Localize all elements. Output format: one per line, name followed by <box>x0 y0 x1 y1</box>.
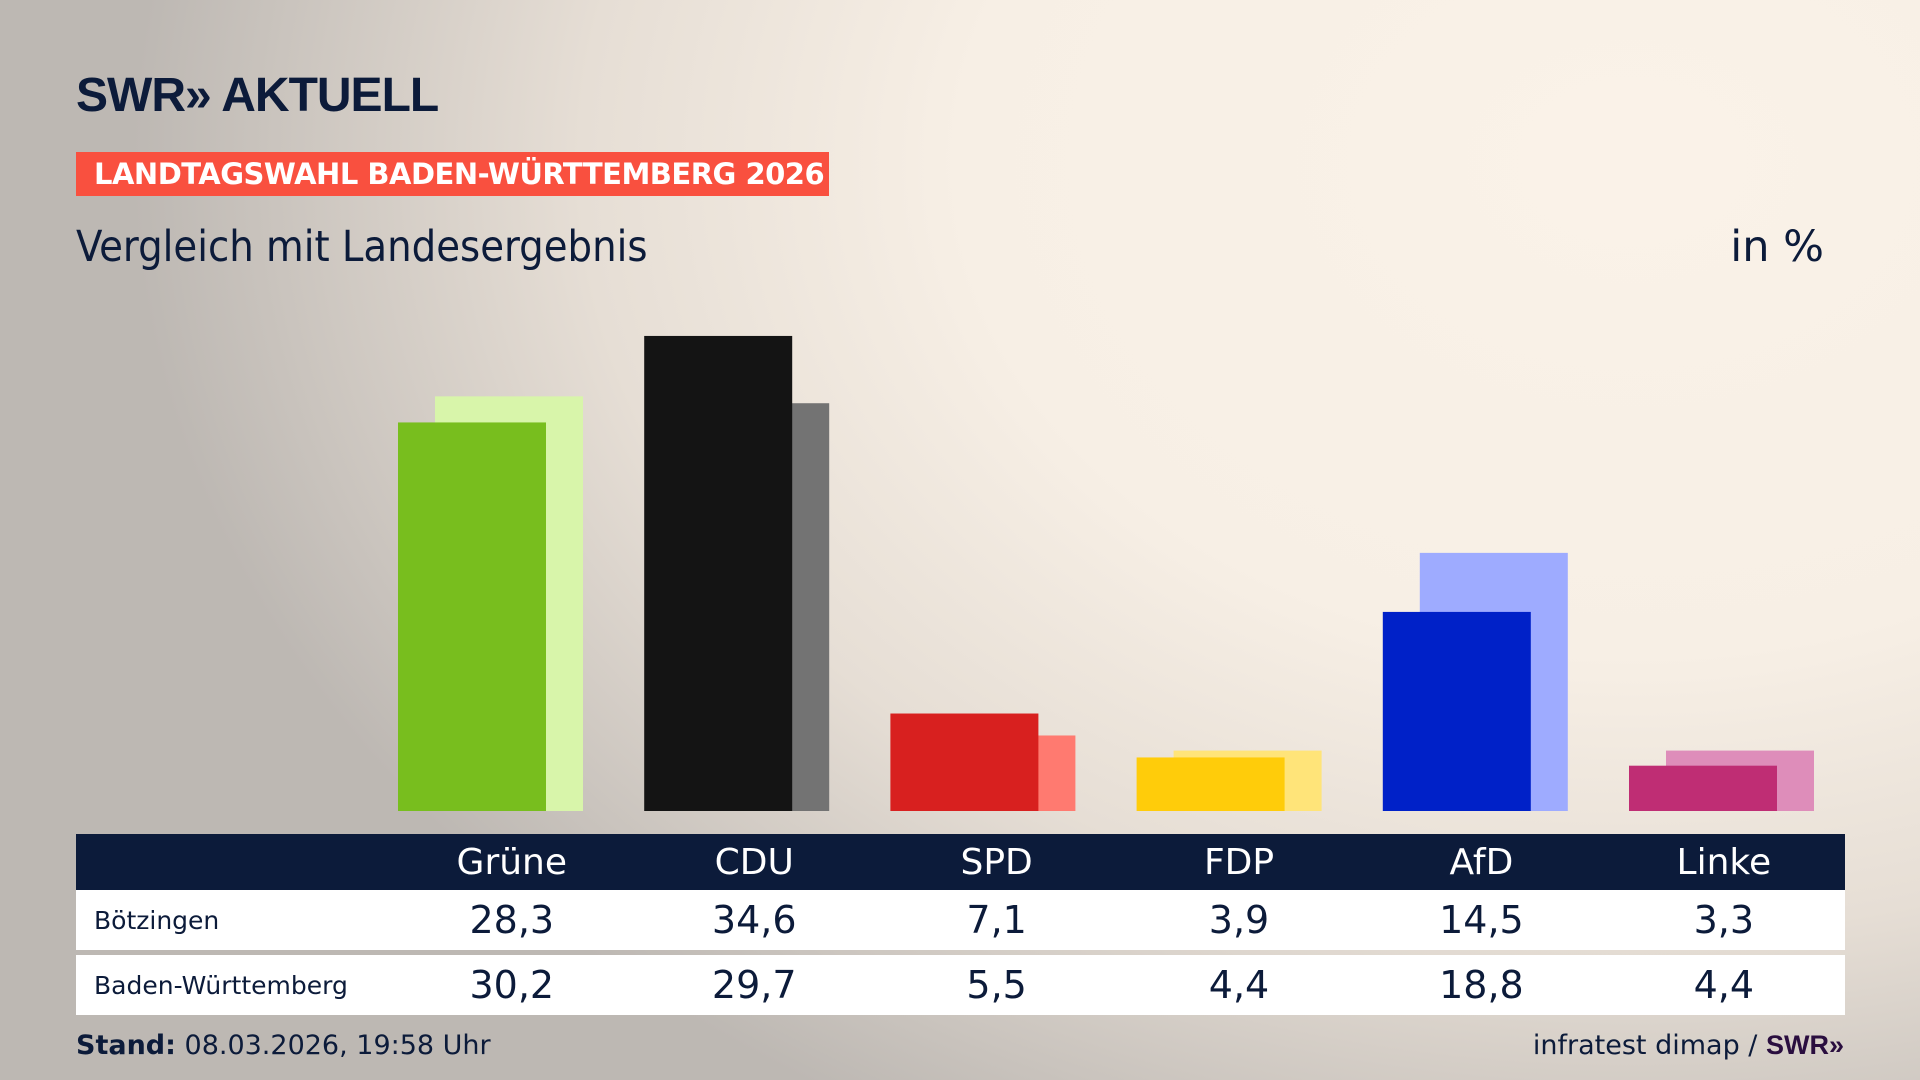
bar-spd-local <box>890 713 1039 811</box>
unit-label: in % <box>1730 222 1824 272</box>
table-row: Baden-Württemberg 30,2 29,7 5,5 4,4 18,8… <box>76 955 1845 1015</box>
value-cell: 5,5 <box>966 963 1027 1007</box>
party-header: CDU <box>714 841 794 883</box>
source-text: infratest dimap / <box>1532 1030 1766 1061</box>
election-banner: LANDTAGSWAHL BADEN-WÜRTTEMBERG 2026 <box>76 152 829 196</box>
table-row: Bötzingen 28,3 34,6 7,1 3,9 14,5 3,3 <box>76 890 1845 950</box>
stand-label: Stand: <box>76 1030 176 1061</box>
party-header: Grüne <box>456 841 568 883</box>
swr-aktuell-logo: SWR» AKTUELL <box>76 69 439 122</box>
row-label: Bötzingen <box>94 905 220 935</box>
party-header: AfD <box>1449 841 1514 883</box>
party-header: Linke <box>1676 841 1772 883</box>
value-cell: 4,4 <box>1693 963 1755 1007</box>
bar-chart <box>398 335 1814 811</box>
value-cell: 30,2 <box>469 963 555 1007</box>
stand-value: 08.03.2026, 19:58 Uhr <box>184 1030 491 1061</box>
bar-afd-local <box>1382 611 1531 811</box>
bar-grüne-local <box>398 422 546 811</box>
value-cell: 34,6 <box>711 898 797 942</box>
timestamp: Stand: 08.03.2026, 19:58 Uhr <box>76 1030 491 1061</box>
bar-cdu-local <box>644 335 793 811</box>
value-cell: 4,4 <box>1208 963 1270 1007</box>
source: infratest dimap / SWR» <box>1533 1030 1844 1061</box>
party-header: SPD <box>960 841 1033 883</box>
value-cell: 14,5 <box>1439 898 1524 942</box>
row-label: Baden-Württemberg <box>94 970 348 1000</box>
value-cell: 18,8 <box>1439 963 1524 1007</box>
chart-subtitle: Vergleich mit Landesergebnis <box>76 222 648 272</box>
bar-linke-local <box>1629 765 1777 811</box>
value-cell: 29,7 <box>711 963 797 1007</box>
table-header: Grüne CDU SPD FDP AfD Linke <box>76 834 1845 890</box>
value-cell: 28,3 <box>469 898 555 942</box>
results-table: Grüne CDU SPD FDP AfD Linke Bötzingen 28… <box>76 834 1845 1015</box>
party-header: FDP <box>1203 841 1275 883</box>
swr-logo: SWR» <box>1765 1030 1844 1060</box>
value-cell: 3,3 <box>1693 898 1755 942</box>
value-cell: 7,1 <box>966 898 1027 942</box>
bar-fdp-local <box>1136 757 1285 811</box>
value-cell: 3,9 <box>1208 898 1270 942</box>
